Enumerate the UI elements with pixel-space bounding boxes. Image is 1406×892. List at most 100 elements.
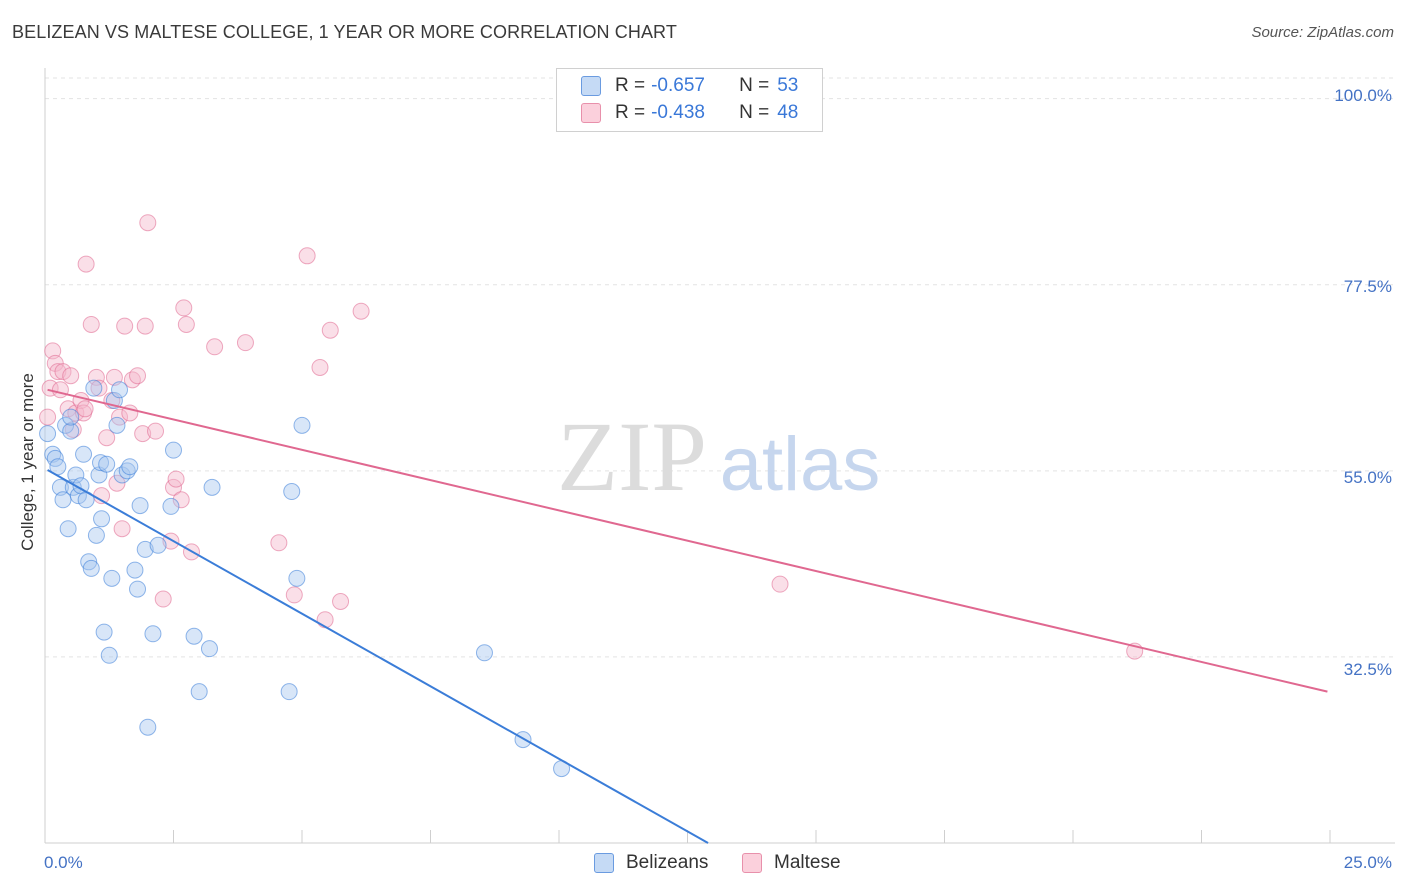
point-maltese <box>316 611 334 629</box>
legend-n-value: 48 <box>777 102 799 123</box>
point-maltese <box>352 302 370 320</box>
point-maltese <box>108 474 126 492</box>
point-belizean <box>93 510 111 528</box>
point-maltese <box>98 429 116 447</box>
point-belizean <box>149 536 167 554</box>
point-maltese <box>54 363 72 381</box>
point-maltese <box>154 590 172 608</box>
source-label: Source: ZipAtlas.com <box>1251 24 1394 41</box>
point-maltese <box>206 338 224 356</box>
point-belizean <box>288 569 306 587</box>
point-belizean <box>85 379 103 397</box>
series-name-maltese: Maltese <box>774 852 841 873</box>
legend-r-label: R = <box>615 75 646 96</box>
legend-r-label: R = <box>615 102 646 123</box>
point-maltese <box>90 379 108 397</box>
point-belizean <box>293 416 311 434</box>
point-belizean <box>108 416 126 434</box>
point-maltese <box>136 317 154 335</box>
legend-row-belizeans: R = -0.657 N = 53 <box>581 73 798 99</box>
y-tick-label-55: 55.0% <box>1343 468 1392 487</box>
point-maltese <box>311 358 329 376</box>
point-maltese <box>139 214 157 232</box>
point-maltese <box>51 381 69 399</box>
point-maltese <box>116 317 134 335</box>
series-swatch-blue <box>594 853 614 873</box>
point-belizean <box>165 441 182 459</box>
series-belizean-points <box>39 379 571 778</box>
watermark-zip: ZIP <box>557 401 707 512</box>
trend-lines <box>47 388 1328 844</box>
point-maltese <box>167 470 185 488</box>
legend-row-maltese: R = -0.438 N = 48 <box>581 100 798 126</box>
point-belizean <box>92 454 110 472</box>
series-legend-belizeans: Belizeans <box>594 852 708 874</box>
gridlines <box>45 77 1395 658</box>
point-maltese <box>298 247 316 265</box>
legend-n-value: 53 <box>777 75 799 96</box>
point-maltese <box>771 575 789 593</box>
point-belizean <box>475 644 493 662</box>
point-maltese <box>64 420 82 438</box>
trend-line-maltese <box>47 388 1328 693</box>
point-maltese <box>87 368 105 386</box>
point-maltese <box>76 400 94 418</box>
y-tick-label-32-5: 32.5% <box>1343 660 1392 679</box>
legend-n-label: N = <box>739 102 770 123</box>
point-belizean <box>162 497 180 515</box>
point-belizean <box>100 646 118 664</box>
correlation-legend: R = -0.657 N = 53 R = -0.438 N = 48 <box>556 68 823 132</box>
legend-r-value: -0.657 <box>651 75 705 96</box>
legend-swatch-pink <box>581 103 601 123</box>
point-belizean <box>39 425 57 443</box>
point-maltese <box>236 334 254 352</box>
series-legend-maltese: Maltese <box>742 852 841 874</box>
point-belizean <box>126 561 144 579</box>
point-maltese <box>134 425 152 443</box>
point-maltese <box>77 255 95 273</box>
point-maltese <box>321 321 339 339</box>
y-tick-label-100: 100.0% <box>1334 86 1392 105</box>
watermark-atlas: atlas <box>720 422 881 507</box>
point-maltese <box>172 491 190 509</box>
point-belizean <box>111 381 129 399</box>
trend-line-belizeans <box>47 469 709 844</box>
point-belizean <box>95 623 113 641</box>
point-belizean <box>200 640 218 658</box>
point-belizean <box>62 408 80 426</box>
chart-title: BELIZEAN VS MALTESE COLLEGE, 1 YEAR OR M… <box>12 22 677 42</box>
point-belizean <box>129 580 147 598</box>
watermark: ZIP atlas <box>557 401 880 512</box>
point-belizean <box>185 627 203 645</box>
series-name-belizeans: Belizeans <box>626 852 709 873</box>
point-belizean <box>280 683 298 701</box>
series-swatch-pink <box>742 853 762 873</box>
point-belizean <box>136 540 154 558</box>
legend-swatch-blue <box>581 76 601 96</box>
point-belizean <box>121 458 139 476</box>
y-tick-label-77-5: 77.5% <box>1343 277 1392 296</box>
point-maltese <box>270 534 288 552</box>
point-belizean <box>203 478 221 496</box>
point-maltese <box>177 315 195 333</box>
series-maltese-points <box>39 214 1144 660</box>
y-axis-label: College, 1 year or more <box>18 373 37 551</box>
point-belizean <box>51 478 69 496</box>
point-belizean <box>67 466 85 484</box>
point-maltese <box>147 422 165 440</box>
point-maltese <box>49 363 67 381</box>
point-belizean <box>103 569 121 587</box>
point-maltese <box>332 593 350 611</box>
point-belizean <box>80 553 98 571</box>
legend-n-label: N = <box>739 75 770 96</box>
point-belizean <box>283 483 301 501</box>
point-belizean <box>62 422 80 440</box>
point-belizean <box>87 526 105 544</box>
point-belizean <box>98 455 116 473</box>
point-belizean <box>139 718 157 736</box>
point-belizean <box>75 445 93 463</box>
x-tick-label-max: 25.0% <box>1343 853 1392 872</box>
point-maltese <box>129 367 147 385</box>
point-belizean <box>82 559 100 577</box>
